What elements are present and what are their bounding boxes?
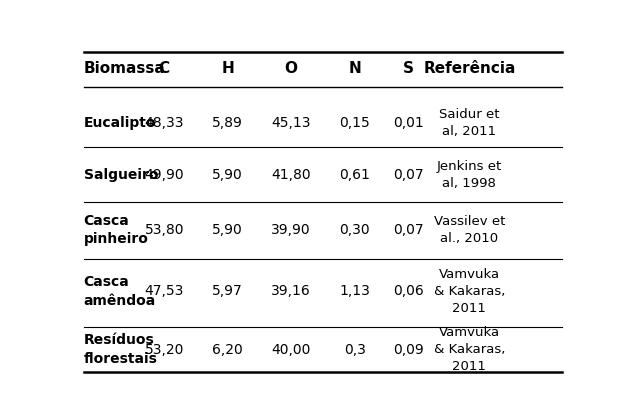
Text: Referência: Referência (423, 60, 515, 76)
Text: 0,01: 0,01 (393, 116, 424, 130)
Text: 53,80: 53,80 (144, 223, 184, 237)
Text: 49,90: 49,90 (144, 168, 184, 182)
Text: 53,20: 53,20 (144, 343, 184, 357)
Text: 5,89: 5,89 (212, 116, 243, 130)
Text: Biomassa: Biomassa (84, 60, 166, 76)
Text: 6,20: 6,20 (212, 343, 243, 357)
Text: 48,33: 48,33 (144, 116, 184, 130)
Text: 5,90: 5,90 (212, 168, 243, 182)
Text: 47,53: 47,53 (144, 284, 184, 298)
Text: 1,13: 1,13 (339, 284, 370, 298)
Text: 5,90: 5,90 (212, 223, 243, 237)
Text: 0,09: 0,09 (393, 343, 424, 357)
Text: 0,61: 0,61 (339, 168, 370, 182)
Text: 40,00: 40,00 (272, 343, 311, 357)
Text: Vassilev et
al., 2010: Vassilev et al., 2010 (433, 215, 505, 245)
Text: Jenkins et
al, 1998: Jenkins et al, 1998 (437, 160, 502, 190)
Text: 0,07: 0,07 (393, 168, 423, 182)
Text: 0,15: 0,15 (339, 116, 370, 130)
Text: Salgueiro: Salgueiro (84, 168, 158, 182)
Text: 39,90: 39,90 (272, 223, 311, 237)
Text: N: N (348, 60, 361, 76)
Text: 0,3: 0,3 (344, 343, 365, 357)
Text: 45,13: 45,13 (272, 116, 311, 130)
Text: 41,80: 41,80 (272, 168, 311, 182)
Text: 0,06: 0,06 (393, 284, 424, 298)
Text: 0,07: 0,07 (393, 223, 423, 237)
Text: Vamvuka
& Kakaras,
2011: Vamvuka & Kakaras, 2011 (433, 268, 505, 315)
Text: H: H (221, 60, 234, 76)
Text: O: O (285, 60, 297, 76)
Text: S: S (403, 60, 414, 76)
Text: Eucalipto: Eucalipto (84, 116, 156, 130)
Text: C: C (159, 60, 169, 76)
Text: Saidur et
al, 2011: Saidur et al, 2011 (439, 108, 500, 138)
Text: Resíduos
florestais: Resíduos florestais (84, 333, 158, 366)
Text: Vamvuka
& Kakaras,
2011: Vamvuka & Kakaras, 2011 (433, 326, 505, 373)
Text: 0,30: 0,30 (340, 223, 370, 237)
Text: Casca
pinheiro: Casca pinheiro (84, 214, 149, 246)
Text: Casca
amêndoa: Casca amêndoa (84, 275, 156, 307)
Text: 39,16: 39,16 (272, 284, 311, 298)
Text: 5,97: 5,97 (212, 284, 243, 298)
